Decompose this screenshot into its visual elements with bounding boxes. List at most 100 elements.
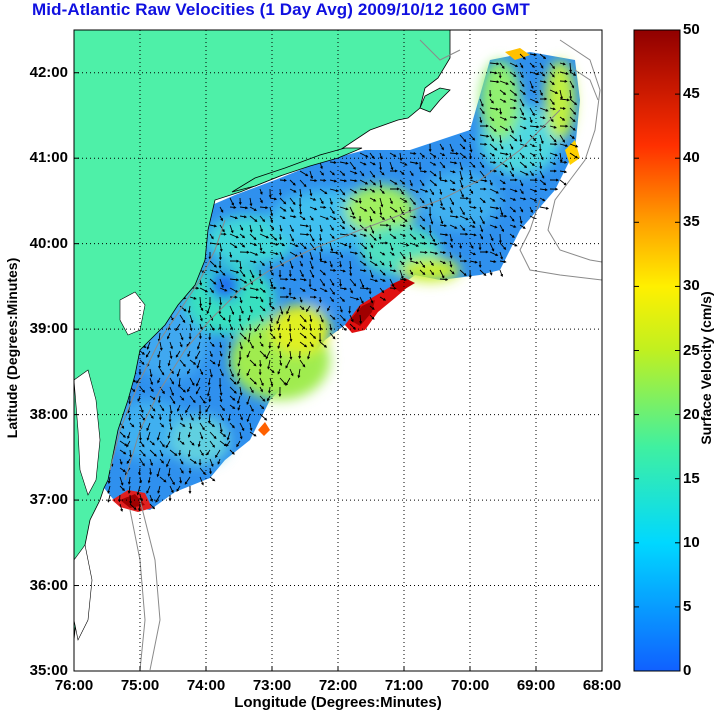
velocity-arrow xyxy=(259,215,266,223)
velocity-arrow xyxy=(549,116,554,123)
velocity-arrow xyxy=(440,241,448,245)
velocity-arrow xyxy=(219,386,223,396)
velocity-arrow xyxy=(259,197,263,204)
velocity-arrow xyxy=(439,278,449,282)
velocity-arrow xyxy=(480,250,489,254)
velocity-arrow xyxy=(449,251,453,259)
velocity-arrow xyxy=(369,233,377,241)
velocity-arrow xyxy=(369,314,375,320)
velocity-arrow xyxy=(379,278,386,282)
velocity-arrow xyxy=(287,314,291,323)
velocity-arrow xyxy=(379,179,383,189)
velocity-arrow xyxy=(549,107,556,111)
velocity-arrow xyxy=(239,269,246,278)
velocity-arrow xyxy=(129,503,137,511)
velocity-arrow xyxy=(229,269,240,274)
velocity-arrow xyxy=(179,476,183,484)
velocity-arrow xyxy=(479,206,483,214)
velocity-arrow xyxy=(159,449,164,457)
velocity-arrow xyxy=(349,233,357,237)
velocity-arrow xyxy=(489,206,500,210)
velocity-arrow xyxy=(149,494,154,502)
velocity-arrow xyxy=(236,440,241,448)
velocity-arrow xyxy=(259,260,265,267)
velocity-arrow xyxy=(227,350,231,360)
velocity-arrow xyxy=(479,233,484,240)
velocity-arrow xyxy=(219,332,225,338)
velocity-arrow xyxy=(499,269,504,278)
velocity-arrow xyxy=(499,179,506,185)
velocity-arrow xyxy=(218,251,222,261)
long-island xyxy=(231,147,363,193)
velocity-arrow xyxy=(169,449,178,456)
velocity-arrow xyxy=(539,206,550,210)
velocity-arrow xyxy=(549,161,557,165)
velocity-arrow xyxy=(359,170,365,177)
velocity-arrow xyxy=(239,431,243,440)
velocity-arrow xyxy=(199,395,206,404)
velocity-arrow xyxy=(239,233,246,239)
velocity-arrow xyxy=(319,269,326,276)
velocity-arrow xyxy=(329,251,339,255)
velocity-arrow xyxy=(289,350,293,360)
velocity-arrow xyxy=(549,80,555,86)
velocity-arrow xyxy=(195,386,201,395)
velocity-arrow xyxy=(499,89,507,95)
velocity-arrow xyxy=(319,179,327,182)
velocity-arrow xyxy=(129,422,135,428)
velocity-arrow xyxy=(299,305,305,311)
velocity-arrow xyxy=(499,224,504,233)
velocity-arrow xyxy=(549,62,555,70)
velocity-arrow xyxy=(249,404,254,413)
velocity-arrow xyxy=(379,215,386,220)
velocity-arrow xyxy=(229,305,235,315)
velocity-arrow xyxy=(389,169,398,173)
velocity-arrow xyxy=(167,431,171,439)
velocity-arrow xyxy=(239,224,244,231)
velocity-arrow xyxy=(269,242,279,246)
velocity-arrow xyxy=(329,233,335,239)
velocity-arrow xyxy=(238,315,242,322)
velocity-arrow xyxy=(359,278,365,289)
velocity-arrow xyxy=(279,286,287,290)
velocity-arrow xyxy=(559,143,569,148)
velocity-arrow xyxy=(229,377,237,385)
velocity-arrow xyxy=(199,422,205,431)
velocity-arrow xyxy=(429,161,437,166)
velocity-arrow xyxy=(550,169,557,173)
velocity-arrow xyxy=(399,188,404,195)
velocity-arrow xyxy=(309,287,318,292)
velocity-arrow xyxy=(228,314,232,323)
velocity-arrow xyxy=(209,323,215,331)
velocity-arrow xyxy=(359,224,368,232)
velocity-arrow xyxy=(159,404,165,412)
velocity-arrow xyxy=(409,179,413,187)
velocity-arrow xyxy=(499,107,503,115)
velocity-arrow xyxy=(489,224,498,229)
velocity-arrow xyxy=(339,197,346,202)
velocity-arrow xyxy=(489,71,498,75)
velocity-arrow xyxy=(509,80,516,86)
velocity-arrow xyxy=(339,242,348,247)
velocity-arrow xyxy=(219,232,227,236)
velocity-arrow xyxy=(146,341,151,350)
velocity-arrow xyxy=(209,422,215,428)
velocity-arrow xyxy=(479,224,484,233)
velocity-arrow xyxy=(239,206,249,210)
velocity-arrow xyxy=(209,341,215,347)
velocity-arrow xyxy=(289,188,297,193)
velocity-arrow xyxy=(529,152,536,157)
velocity-arrow xyxy=(519,161,528,169)
velocity-arrow xyxy=(499,161,508,168)
velocity-arrow xyxy=(206,305,211,315)
velocity-arrow xyxy=(339,305,343,313)
velocity-arrow xyxy=(459,259,468,263)
velocity-arrow xyxy=(489,143,498,151)
velocity-arrow xyxy=(559,134,566,143)
velocity-arrow xyxy=(569,107,577,115)
velocity-arrow xyxy=(249,251,259,256)
velocity-arrow xyxy=(479,116,483,124)
velocity-arrow xyxy=(319,205,327,209)
velocity-arrow xyxy=(489,152,495,157)
velocity-arrow xyxy=(519,152,525,159)
